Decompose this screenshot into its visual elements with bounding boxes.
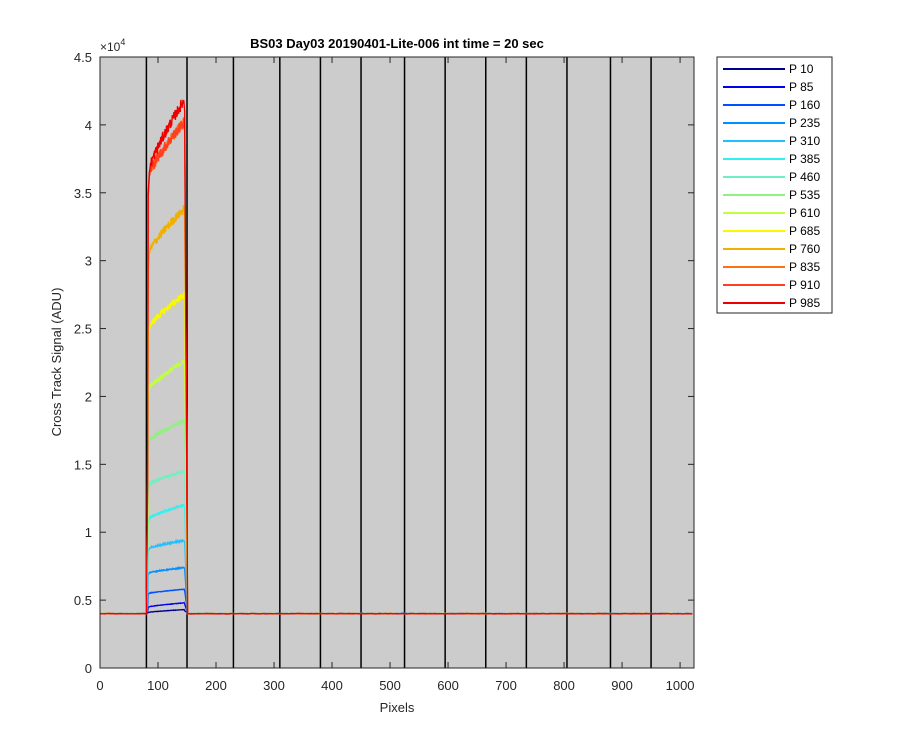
x-tick-label: 0 [96, 678, 103, 693]
x-tick-label: 800 [553, 678, 575, 693]
x-tick-label: 400 [321, 678, 343, 693]
y-tick-label: 1 [85, 525, 92, 540]
legend-label: P 760 [789, 242, 820, 256]
x-tick-label: 600 [437, 678, 459, 693]
series-layer [99, 99, 693, 615]
y-exponent-base: ×10 [100, 40, 121, 54]
legend-label: P 85 [789, 80, 814, 94]
legend: P 10 P 85 P 160 P 235 P 310 P 385 P 460 P 535 P … [716, 56, 833, 314]
y-tick-label: 2.5 [74, 322, 92, 337]
y-tick-label: 1.5 [74, 457, 92, 472]
legend-label: P 685 [789, 224, 820, 238]
plot-frame [99, 56, 695, 669]
x-tick-label: 1000 [666, 678, 695, 693]
legend-label: P 235 [789, 116, 820, 130]
y-exponent-label: ×104 [100, 37, 125, 54]
legend-label: P 610 [789, 206, 820, 220]
plot-background [100, 57, 694, 668]
legend-label: P 385 [789, 152, 820, 166]
chart-title: BS03 Day03 20190401-Lite-006 int time = … [250, 36, 544, 51]
x-axis-label: Pixels [380, 700, 415, 715]
legend-label: P 160 [789, 98, 820, 112]
y-tick-label: 2 [85, 389, 92, 404]
y-exponent-power: 4 [120, 37, 125, 47]
vertical-lines [145, 57, 652, 668]
y-tick-label: 0 [85, 661, 92, 676]
legend-label: P 535 [789, 188, 820, 202]
y-axis-label: Cross Track Signal (ADU) [49, 288, 64, 437]
y-tick-label: 4.5 [74, 50, 92, 65]
y-tick-label: 4 [85, 118, 92, 133]
x-tick-label: 500 [379, 678, 401, 693]
legend-label: P 460 [789, 170, 820, 184]
y-tick-label: 3 [85, 254, 92, 269]
legend-label: P 910 [789, 278, 820, 292]
y-tick-label: 0.5 [74, 593, 92, 608]
legend-box [716, 56, 833, 314]
series-line [99, 99, 693, 615]
x-tick-label: 700 [495, 678, 517, 693]
x-tick-label: 900 [611, 678, 633, 693]
y-tick-label: 3.5 [74, 186, 92, 201]
y-axis: 0 0.5 1 1.5 2 2.5 3 3.5 4 4.5 [74, 50, 694, 676]
x-tick-label: 100 [147, 678, 169, 693]
legend-label: P 10 [789, 62, 814, 76]
legend-label: P 835 [789, 260, 820, 274]
x-axis: 0 100 200 300 400 500 600 700 800 900 1000 [96, 57, 695, 693]
legend-label: P 985 [789, 296, 820, 310]
legend-label: P 310 [789, 134, 820, 148]
x-tick-label: 200 [205, 678, 227, 693]
x-tick-label: 300 [263, 678, 285, 693]
